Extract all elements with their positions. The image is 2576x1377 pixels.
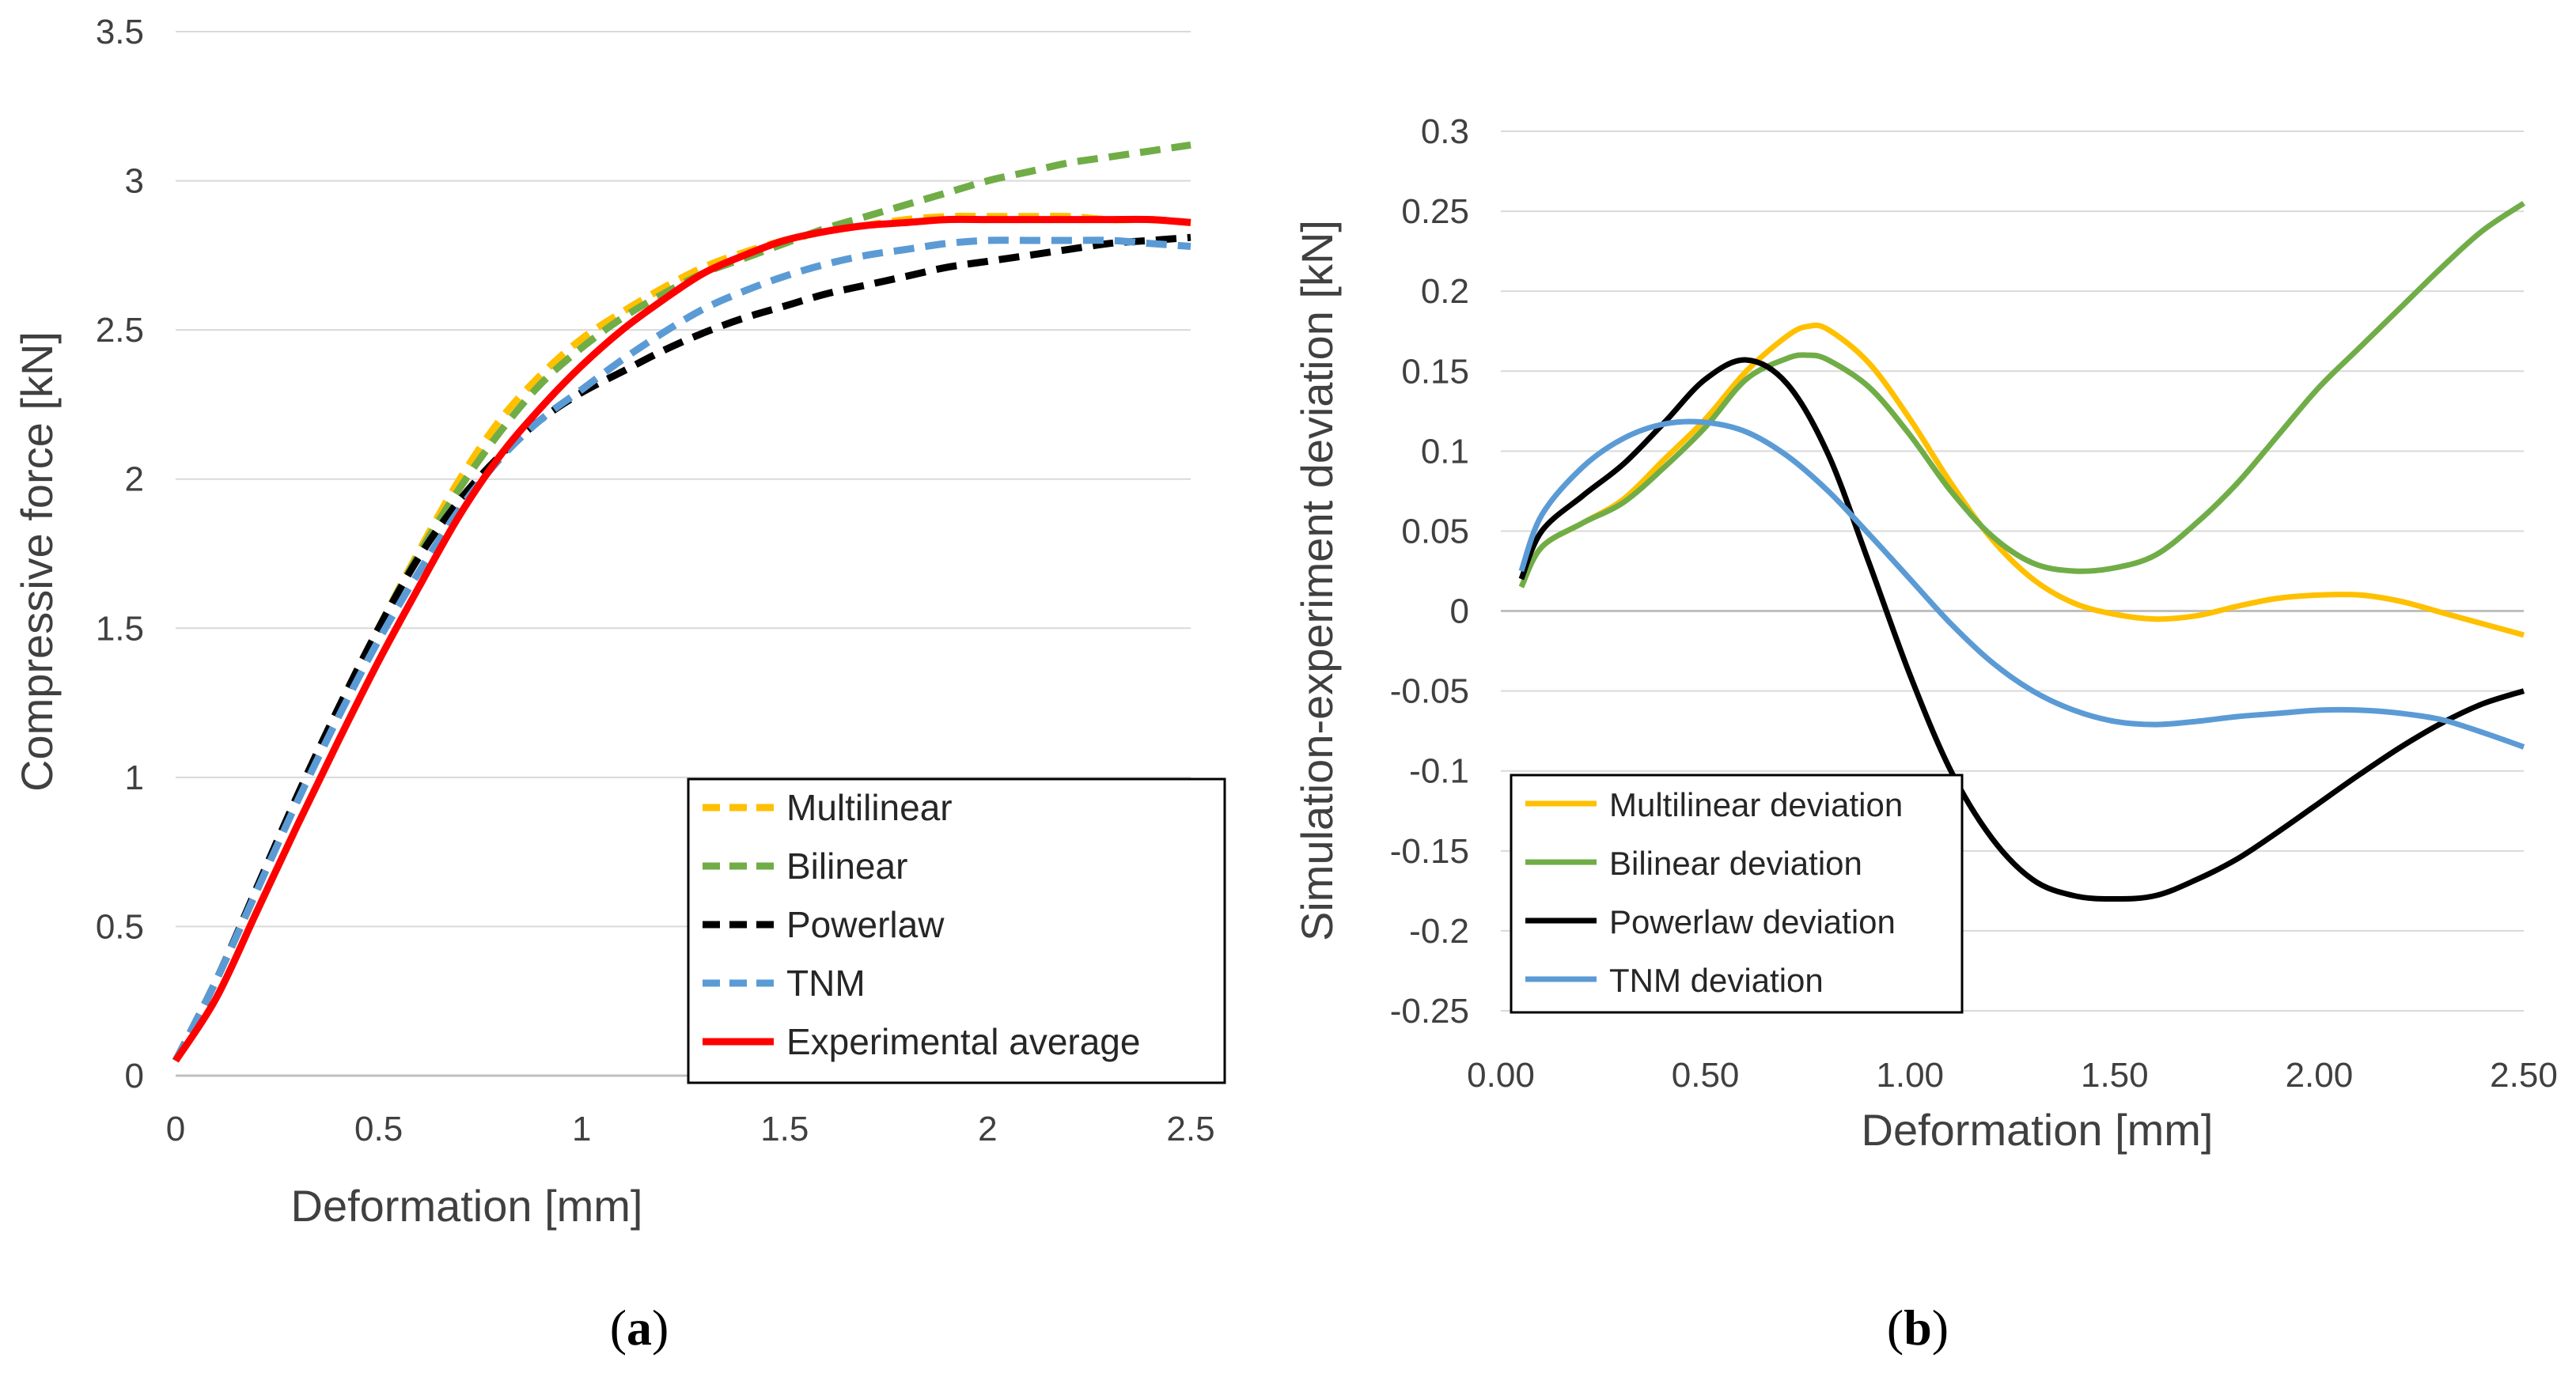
chart-b-x-tick-label: 0.00 bbox=[1467, 1056, 1535, 1095]
chart-b-series-tnm-deviation bbox=[1518, 418, 2525, 750]
chart-b-y-tick-label: 0.2 bbox=[1421, 272, 1469, 311]
chart-a-x-tick-labels: 0 0.5 1 1.5 2 2.5 bbox=[166, 1110, 1215, 1148]
chart-b-legend-label-multilinear-deviation: Multilinear deviation bbox=[1609, 786, 1903, 823]
chart-b-y-tick-label: 0 bbox=[1450, 592, 1469, 631]
chart-a-y-tick-labels: 0 0.5 1 1.5 2 2.5 3 3.5 bbox=[96, 13, 144, 1095]
chart-b-y-tick-label: 0.05 bbox=[1401, 512, 1469, 550]
chart-b-x-tick-label: 1.50 bbox=[2081, 1056, 2149, 1095]
chart-a-caption: (a) bbox=[610, 1299, 669, 1356]
chart-a-legend-label-bilinear: Bilinear bbox=[786, 845, 907, 887]
chart-b-x-axis-label: Deformation [mm] bbox=[1862, 1105, 2214, 1155]
chart-b-y-tick-label: 0.1 bbox=[1421, 432, 1469, 471]
chart-b-series bbox=[1518, 201, 2525, 902]
chart-b-y-axis-label: Simulation-experiment deviation [kN] bbox=[1292, 220, 1342, 941]
chart-b-x-tick-label: 0.50 bbox=[1672, 1056, 1740, 1095]
chart-b-x-tick-label: 1.00 bbox=[1876, 1056, 1944, 1095]
chart-a-series-experimental-average bbox=[172, 215, 1191, 1063]
chart-a-y-tick-label: 1 bbox=[125, 758, 144, 797]
chart-a-y-tick-label: 0 bbox=[125, 1057, 144, 1095]
chart-a-x-tick-label: 1.5 bbox=[760, 1110, 809, 1148]
chart-b-y-tick-label: 0.25 bbox=[1401, 192, 1469, 231]
chart-a-y-tick-label: 3 bbox=[125, 162, 144, 201]
chart-a-legend-label-experimental-average: Experimental average bbox=[786, 1021, 1140, 1062]
chart-b-caption: (b) bbox=[1887, 1299, 1949, 1356]
chart-b-series-powerlaw-deviation bbox=[1518, 357, 2525, 902]
chart-a-y-tick-label: 0.5 bbox=[96, 907, 144, 946]
chart-b-legend-label-tnm-deviation: TNM deviation bbox=[1609, 962, 1824, 999]
chart-b-y-tick-label: -0.2 bbox=[1409, 912, 1469, 951]
chart-b-y-tick-label: -0.05 bbox=[1390, 672, 1469, 711]
chart-a-legend-label-powerlaw: Powerlaw bbox=[786, 904, 945, 945]
chart-a-gridlines bbox=[176, 31, 1191, 1076]
chart-a-x-tick-label: 2 bbox=[978, 1110, 997, 1148]
chart-a-series-tnm bbox=[172, 236, 1191, 1063]
chart-a-y-tick-label: 2.5 bbox=[96, 311, 144, 350]
chart-a-x-axis-label: Deformation [mm] bbox=[291, 1181, 643, 1231]
chart-a: 0 0.5 1 1.5 2 2.5 3 3.5 0 0.5 1 1.5 2 2.5 Deformatio… bbox=[12, 13, 1226, 1356]
chart-b-legend: Multilinear deviation Bilinear deviation P… bbox=[1510, 774, 1964, 1014]
chart-b-y-tick-labels: -0.25 -0.2 -0.15 -0.1 -0.05 0 0.05 0.1 0.15 0.2 0.… bbox=[1390, 112, 1469, 1031]
chart-a-y-axis-label: Compressive force [kN] bbox=[12, 331, 62, 792]
chart-a-legend-box bbox=[687, 777, 1226, 1084]
chart-a-y-tick-label: 3.5 bbox=[96, 13, 144, 51]
chart-a-x-tick-label: 0.5 bbox=[354, 1110, 403, 1148]
chart-a-x-tick-label: 1 bbox=[572, 1110, 591, 1148]
chart-b-series-bilinear-deviation bbox=[1518, 201, 2525, 588]
chart-b-x-tick-label: 2.50 bbox=[2490, 1056, 2558, 1095]
chart-b: -0.25 -0.2 -0.15 -0.1 -0.05 0 0.05 0.1 0.15 0.2 0.… bbox=[1292, 112, 2558, 1356]
chart-a-x-tick-label: 0 bbox=[166, 1110, 185, 1148]
chart-b-x-tick-labels: 0.00 0.50 1.00 1.50 2.00 2.50 bbox=[1467, 1056, 2558, 1095]
chart-b-y-tick-label: -0.25 bbox=[1390, 992, 1469, 1031]
chart-b-legend-label-powerlaw-deviation: Powerlaw deviation bbox=[1609, 903, 1896, 940]
chart-b-y-tick-label: -0.15 bbox=[1390, 832, 1469, 871]
chart-a-y-tick-label: 1.5 bbox=[96, 609, 144, 648]
chart-b-y-tick-label: 0.3 bbox=[1421, 112, 1469, 151]
chart-a-legend-label-tnm: TNM bbox=[786, 963, 866, 1004]
chart-b-legend-box bbox=[1510, 774, 1964, 1014]
chart-a-y-tick-label: 2 bbox=[125, 460, 144, 499]
chart-b-legend-label-bilinear-deviation: Bilinear deviation bbox=[1609, 845, 1862, 882]
chart-a-legend-label-multilinear: Multilinear bbox=[786, 787, 953, 828]
chart-a-legend: Multilinear Bilinear Powerlaw TNM Experiment… bbox=[687, 777, 1226, 1084]
chart-b-y-tick-label: 0.15 bbox=[1401, 352, 1469, 391]
chart-a-x-tick-label: 2.5 bbox=[1166, 1110, 1214, 1148]
chart-b-x-tick-label: 2.00 bbox=[2286, 1056, 2354, 1095]
chart-b-y-tick-label: -0.1 bbox=[1409, 752, 1469, 791]
chart-a-series bbox=[172, 141, 1191, 1063]
